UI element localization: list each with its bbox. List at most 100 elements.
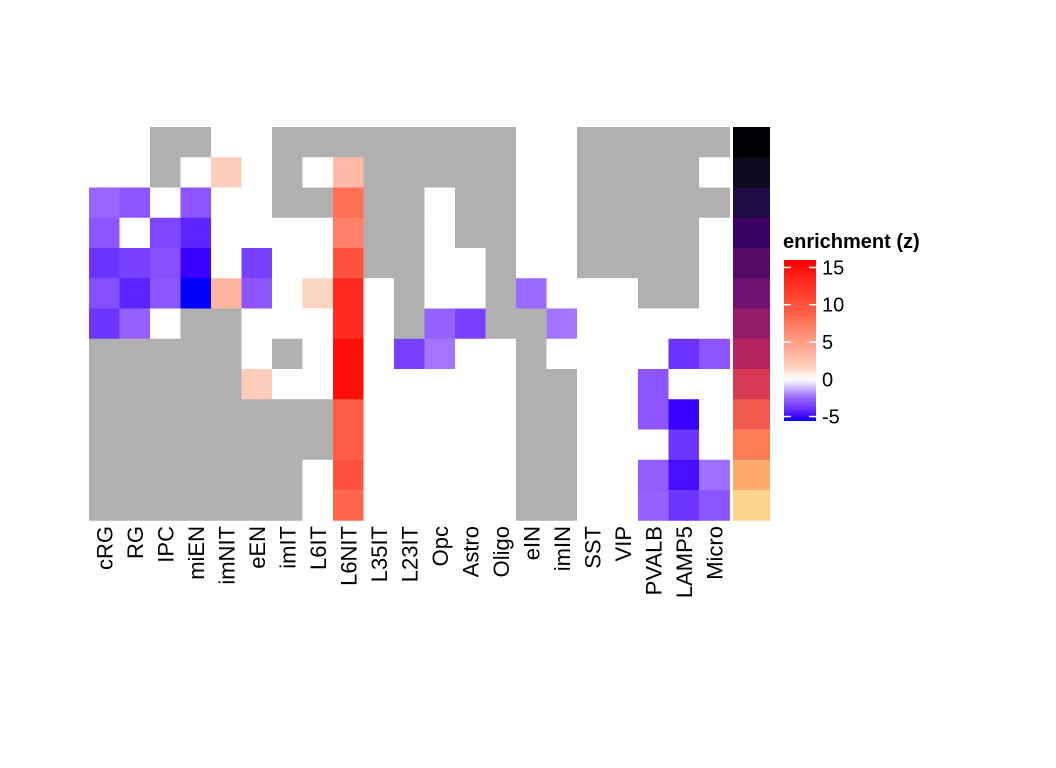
heatmap-cell-L6NIT-row1: [333, 127, 364, 158]
heatmap-cell-VIP-row1: [607, 127, 639, 158]
heatmap-cell-Oligo-row13: [485, 490, 517, 521]
heatmap-cell-eEN-row5: [241, 248, 273, 279]
heatmap-cell-Micro-row1: [699, 127, 730, 158]
heatmap-cell-IPC-row10: [150, 399, 181, 430]
heatmap-cell-LAMP5-row9: [668, 369, 700, 400]
row-annotation-cell: [733, 127, 770, 158]
heatmap-cell-L6IT-row10: [302, 399, 334, 430]
heatmap-cell-L23IT-row6: [394, 278, 425, 309]
heatmap-cell-miEN-row9: [180, 369, 212, 400]
heatmap-cell-L6NIT-row11: [333, 429, 364, 461]
heatmap-cell-SST-row7: [577, 308, 608, 340]
heatmap-cell-eEN-row9: [241, 369, 273, 400]
x-tick-label: VIP: [611, 526, 636, 561]
heatmap-cell-cRG-row10: [89, 399, 120, 430]
heatmap-cell-PVALB-row11: [638, 429, 669, 461]
heatmap-cell-SST-row1: [577, 127, 608, 158]
heatmap-cell-imNIT-row1: [211, 127, 242, 158]
heatmap-cell-L35IT-row7: [363, 308, 395, 340]
heatmap-cell-L6IT-row11: [302, 429, 334, 461]
heatmap-cell-L6IT-row5: [302, 248, 334, 279]
heatmap-cell-SST-row3: [577, 187, 608, 219]
heatmap-cell-cRG-row11: [89, 429, 120, 461]
heatmap-cell-Micro-row3: [699, 187, 730, 219]
heatmap-cell-cRG-row1: [89, 127, 120, 158]
heatmap-cell-L6IT-row9: [302, 369, 334, 400]
heatmap-cell-eIN-row8: [516, 338, 547, 370]
heatmap-cell-SST-row10: [577, 399, 608, 430]
heatmap-cell-eEN-row10: [241, 399, 273, 430]
heatmap-cell-L23IT-row10: [394, 399, 425, 430]
heatmap-cell-SST-row2: [577, 157, 608, 188]
heatmap-cell-imIN-row13: [546, 490, 578, 521]
legend-tick-label: 5: [822, 332, 833, 354]
x-tick-label: PVALB: [641, 526, 666, 595]
heatmap-cell-eEN-row8: [241, 338, 273, 370]
heatmap-cell-miEN-row7: [180, 308, 212, 340]
heatmap-cell-imIT-row9: [272, 369, 303, 400]
legend-title: enrichment (z): [783, 231, 920, 253]
heatmap-cell-Oligo-row11: [485, 429, 517, 461]
heatmap-cell-Micro-row10: [699, 399, 730, 430]
heatmap-cell-IPC-row8: [150, 338, 181, 370]
heatmap-cell-Astro-row13: [455, 490, 486, 521]
heatmap-cell-RG-row11: [119, 429, 151, 461]
heatmap-cell-Opc-row3: [424, 187, 456, 219]
heatmap-cell-eIN-row3: [516, 187, 547, 219]
heatmap-cell-imIT-row8: [272, 338, 303, 370]
heatmap-cell-miEN-row6: [180, 278, 212, 309]
heatmap-cell-cRG-row5: [89, 248, 120, 279]
heatmap-cell-L35IT-row3: [363, 187, 395, 219]
heatmap-cell-Micro-row2: [699, 157, 730, 188]
heatmap-cell-IPC-row9: [150, 369, 181, 400]
heatmap-cell-imNIT-row10: [211, 399, 242, 430]
heatmap-cell-L6IT-row1: [302, 127, 334, 158]
heatmap-cell-eEN-row7: [241, 308, 273, 340]
heatmap-cell-imIN-row9: [546, 369, 578, 400]
row-annotation-cell: [733, 459, 770, 491]
heatmap-cell-cRG-row4: [89, 217, 120, 249]
heatmap-cell-LAMP5-row3: [668, 187, 700, 219]
heatmap-cell-LAMP5-row2: [668, 157, 700, 188]
heatmap-cell-LAMP5-row4: [668, 217, 700, 249]
heatmap-cell-L23IT-row11: [394, 429, 425, 461]
heatmap-cell-Opc-row6: [424, 278, 456, 309]
heatmap-cell-eIN-row10: [516, 399, 547, 430]
x-tick-label: LAMP5: [672, 526, 697, 598]
x-tick-label: Opc: [428, 526, 453, 566]
heatmap-cell-Opc-row13: [424, 490, 456, 521]
heatmap-cell-IPC-row11: [150, 429, 181, 461]
legend-tick-label: 15: [822, 257, 844, 279]
heatmap-cell-L23IT-row3: [394, 187, 425, 219]
heatmap-cell-L35IT-row1: [363, 127, 395, 158]
heatmap-cell-L6NIT-row9: [333, 369, 364, 400]
row-annotation-cell: [733, 157, 770, 188]
heatmap-cell-Astro-row12: [455, 459, 486, 491]
heatmap-cell-cRG-row12: [89, 459, 120, 491]
heatmap-cell-Oligo-row7: [485, 308, 517, 340]
heatmap-cell-imIT-row5: [272, 248, 303, 279]
heatmap-cell-RG-row8: [119, 338, 151, 370]
heatmap-cell-PVALB-row2: [638, 157, 669, 188]
x-tick-label: RG: [123, 526, 148, 559]
heatmap-cell-L6NIT-row3: [333, 187, 364, 219]
heatmap-cell-VIP-row12: [607, 459, 639, 491]
x-tick-label: SST: [580, 526, 605, 569]
heatmap-cell-SST-row8: [577, 338, 608, 370]
heatmap-cell-Astro-row3: [455, 187, 486, 219]
x-tick-label: IPC: [153, 526, 178, 563]
heatmap-cell-Micro-row9: [699, 369, 730, 400]
heatmap-cell-LAMP5-row5: [668, 248, 700, 279]
heatmap-cell-miEN-row1: [180, 127, 212, 158]
heatmap-cell-Micro-row12: [699, 459, 730, 491]
x-tick-label: imNIT: [214, 526, 239, 585]
heatmap-cell-RG-row13: [119, 490, 151, 521]
heatmap-cell-eIN-row9: [516, 369, 547, 400]
heatmap-cell-L6NIT-row2: [333, 157, 364, 188]
color-legend: enrichment (z) 15 10 5 0 -5: [783, 231, 920, 429]
heatmap-cell-eIN-row4: [516, 217, 547, 249]
heatmap-cell-cRG-row3: [89, 187, 120, 219]
heatmap-cell-L23IT-row4: [394, 217, 425, 249]
heatmap-cell-L35IT-row4: [363, 217, 395, 249]
